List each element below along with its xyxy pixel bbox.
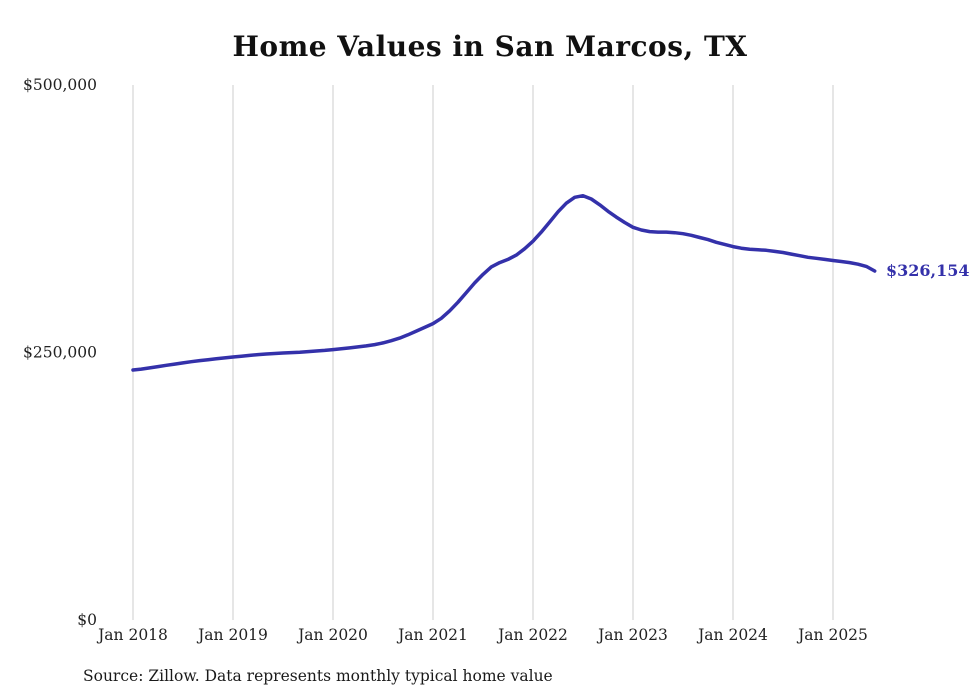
x-axis-tick-label: Jan 2021 (396, 626, 468, 644)
latest-value-label: $326,154 (886, 261, 970, 280)
x-axis-tick-label: Jan 2018 (96, 626, 168, 644)
x-axis-tick-label: Jan 2025 (796, 626, 868, 644)
x-axis-tick-label: Jan 2022 (496, 626, 568, 644)
home-value-line (131, 193, 877, 372)
x-axis-tick-label: Jan 2019 (196, 626, 268, 644)
source-note: Source: Zillow. Data represents monthly … (83, 667, 553, 685)
chart-title: Home Values in San Marcos, TX (232, 30, 748, 63)
x-axis-tick-label: Jan 2023 (596, 626, 668, 644)
y-axis-tick-label: $250,000 (23, 344, 97, 362)
y-axis-tick-label: $0 (77, 611, 97, 629)
x-axis-tick-label: Jan 2024 (696, 626, 768, 644)
line-chart-plot: Jan 2018 Jan 2019 Jan 2020 Jan 2021 Jan 2022… (23, 76, 877, 644)
x-axis-tick-label: Jan 2020 (296, 626, 368, 644)
y-axis-tick-label: $500,000 (23, 76, 97, 94)
